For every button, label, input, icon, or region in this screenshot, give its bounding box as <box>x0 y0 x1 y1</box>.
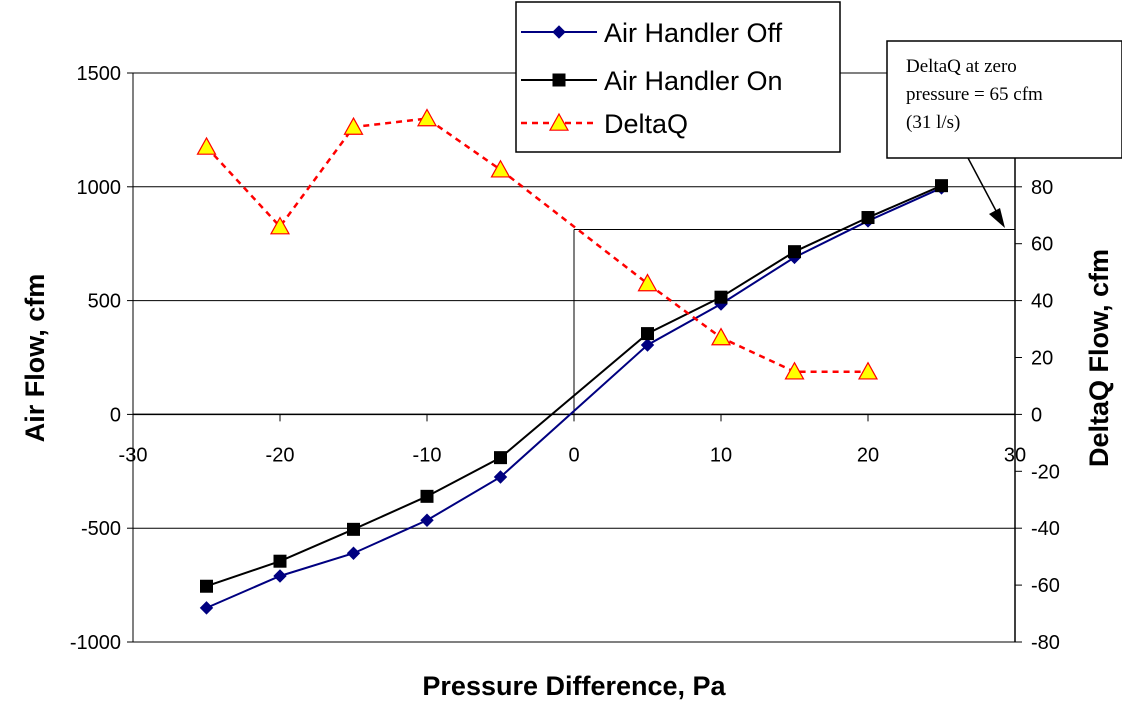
marker-deltaq-6 <box>710 327 732 346</box>
marker-air-handler-on-9 <box>935 179 948 193</box>
marker-air-handler-off-2 <box>346 546 361 560</box>
marker-air-handler-on-6 <box>714 290 728 304</box>
legend-label-air-handler-off: Air Handler Off <box>604 18 783 48</box>
y2-tick-label-0: -80 <box>1031 632 1060 654</box>
marker-deltaq-8 <box>857 361 879 380</box>
annotation-callout: DeltaQ at zero pressure = 65 cfm (31 l/s… <box>886 40 1122 228</box>
x-tick-label-5: 20 <box>857 444 879 466</box>
marker-air-handler-on-5 <box>641 327 654 341</box>
y-tick-label-3: 500 <box>88 291 121 313</box>
marker-air-handler-on-4 <box>494 451 507 465</box>
y2-tick-label-1: -60 <box>1031 575 1060 597</box>
y2-axis-title: DeltaQ Flow, cfm <box>1084 249 1114 467</box>
y2-tick-label-5: 20 <box>1031 348 1053 370</box>
y2-tick-label-7: 60 <box>1031 234 1053 256</box>
y-tick-label-1: -500 <box>81 518 121 540</box>
marker-air-handler-off-0 <box>199 601 214 615</box>
series-deltaq <box>196 108 879 380</box>
annotation-line-3: (31 l/s) <box>906 112 960 133</box>
y2-tick-label-6: 40 <box>1031 291 1053 313</box>
series-line-deltaq <box>205 117 868 373</box>
marker-deltaq-1 <box>269 216 291 235</box>
marker-air-handler-on-8 <box>861 211 875 225</box>
legend-marker-deltaq <box>548 112 570 131</box>
marker-air-handler-on-7 <box>788 245 801 259</box>
marker-deltaq-7 <box>784 361 805 380</box>
marker-air-handler-off-1 <box>273 569 287 583</box>
marker-air-handler-on-2 <box>347 522 360 536</box>
marker-air-handler-on-1 <box>273 554 287 568</box>
x-tick-label-4: 10 <box>710 444 732 466</box>
legend-label-deltaq: DeltaQ <box>604 109 688 139</box>
x-tick-label-0: -30 <box>119 444 148 466</box>
legend-marker-air-handler-off <box>552 25 566 39</box>
marker-air-handler-off-3 <box>420 513 434 527</box>
marker-air-handler-on-3 <box>420 489 434 503</box>
x-tick-label-6: 30 <box>1004 444 1026 466</box>
annotation-box <box>886 40 1122 159</box>
y2-tick-label-2: -40 <box>1031 518 1060 540</box>
marker-deltaq-0 <box>196 136 217 155</box>
y2-tick-label-4: 0 <box>1031 404 1042 426</box>
y-tick-label-5: 1500 <box>77 63 122 85</box>
y2-tick-label-8: 80 <box>1031 177 1053 199</box>
zero-pressure-guide-lines <box>573 228 1015 415</box>
marker-air-handler-off-4 <box>493 470 508 484</box>
y2-tick-label-3: -20 <box>1031 461 1060 483</box>
y-tick-label-4: 1000 <box>77 177 122 199</box>
series-line-air-handler-on <box>206 184 942 588</box>
marker-deltaq-4 <box>490 159 511 178</box>
x-tick-label-1: -20 <box>266 444 295 466</box>
y-tick-label-0: -1000 <box>70 632 121 654</box>
marker-deltaq-2 <box>343 116 364 135</box>
y-tick-label-2: 0 <box>110 404 121 426</box>
x-axis-title: Pressure Difference, Pa <box>422 671 726 701</box>
x-tick-label-3: 0 <box>568 444 579 466</box>
legend-marker-air-handler-on <box>552 73 566 87</box>
marker-deltaq-5 <box>637 273 658 292</box>
series-air-handler-on <box>200 179 948 593</box>
annotation-line-1: DeltaQ at zero <box>906 56 1017 77</box>
annotation-arrowhead <box>989 208 1005 228</box>
marker-deltaq-3 <box>416 108 438 127</box>
y-axis-title: Air Flow, cfm <box>20 274 50 443</box>
annotation-line-2: pressure = 65 cfm <box>906 84 1043 105</box>
x-tick-label-2: -10 <box>413 444 442 466</box>
legend-box <box>515 1 841 153</box>
series-line-air-handler-off <box>206 187 942 609</box>
legend: Air Handler Off Air Handler On DeltaQ <box>515 1 841 153</box>
plot-area <box>196 108 949 615</box>
tick-labels: -30 -20 -10 0 10 20 30 -1000 -500 0 500 1000 1500 -80… <box>70 63 1060 654</box>
marker-air-handler-on-0 <box>200 579 213 593</box>
legend-label-air-handler-on: Air Handler On <box>604 66 783 96</box>
marker-air-handler-off-5 <box>640 338 655 352</box>
